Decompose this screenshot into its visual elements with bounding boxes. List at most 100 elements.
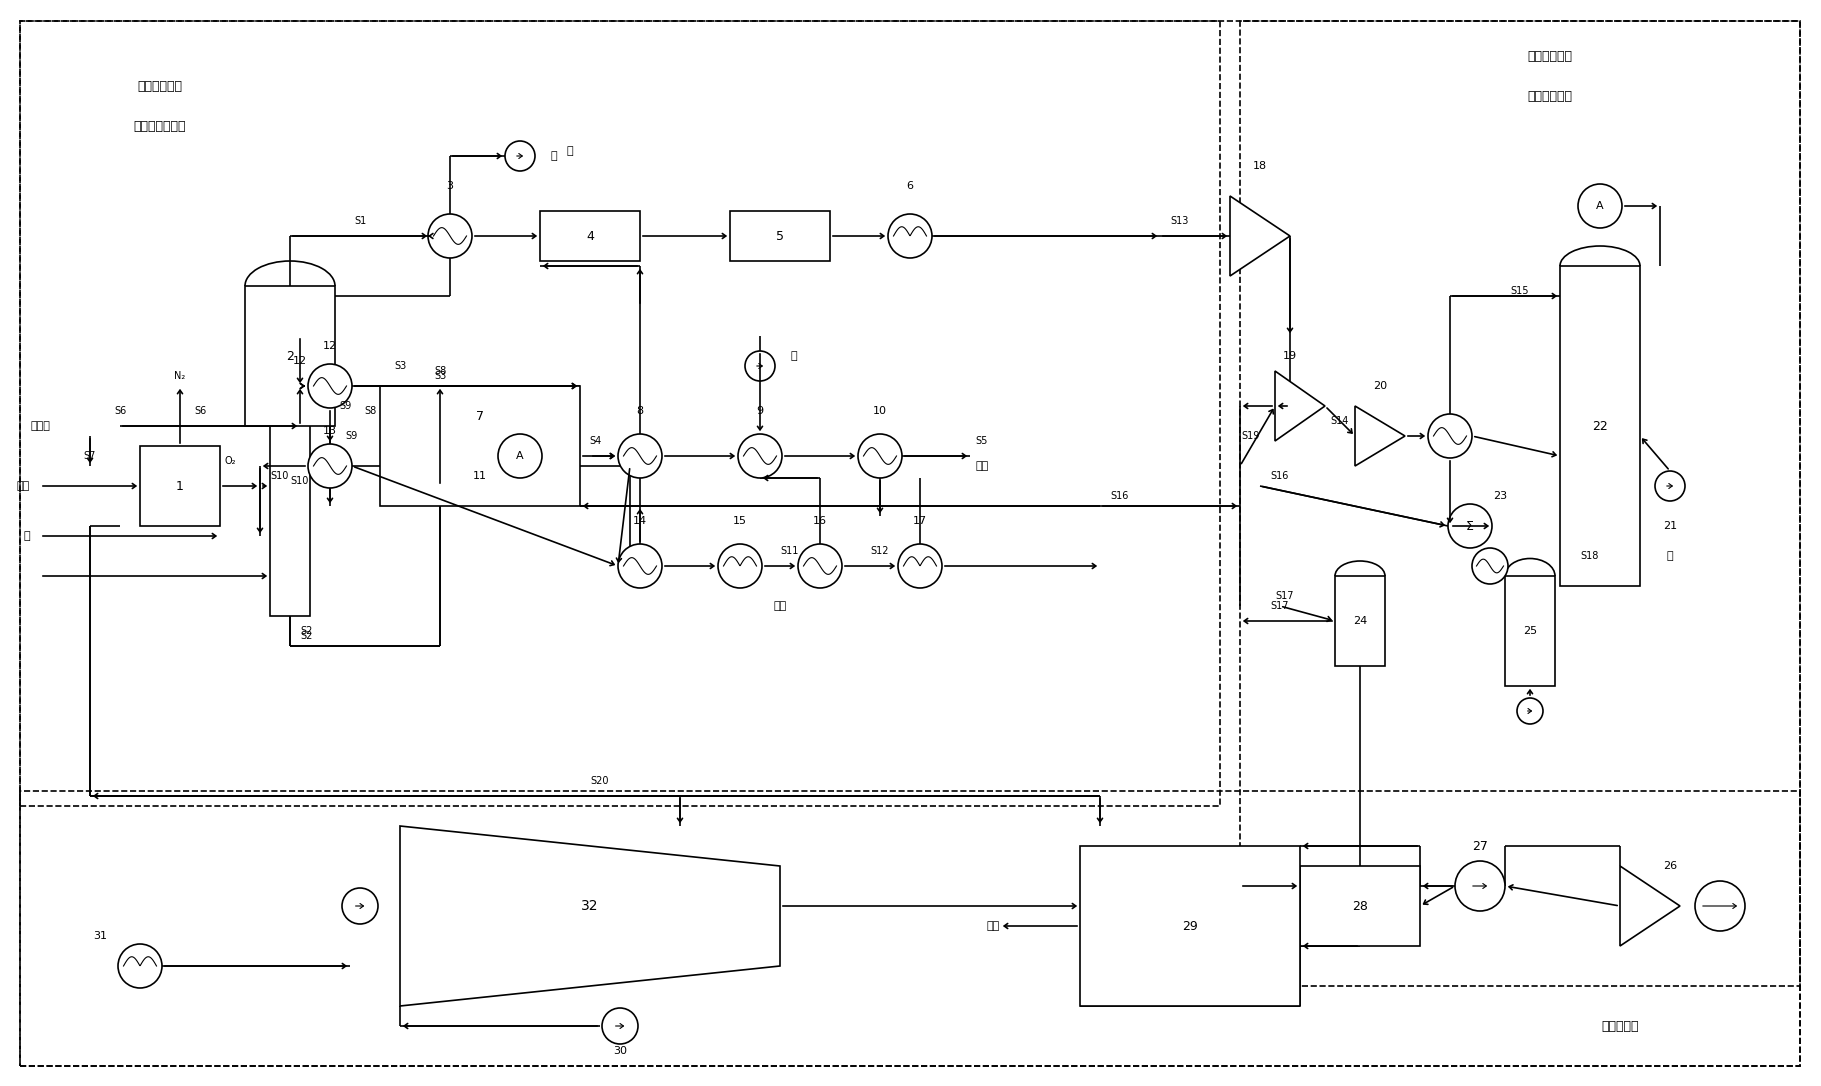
Text: 烟气: 烟气: [987, 921, 1000, 931]
Text: 煤: 煤: [24, 531, 29, 541]
Circle shape: [1655, 471, 1684, 501]
Text: 12: 12: [293, 356, 308, 366]
Text: O₂: O₂: [224, 456, 235, 466]
Circle shape: [717, 544, 761, 588]
Text: 29: 29: [1182, 920, 1198, 933]
Circle shape: [745, 351, 776, 381]
Text: S20: S20: [590, 776, 610, 786]
Circle shape: [617, 434, 663, 478]
Text: S8: S8: [364, 406, 377, 416]
Circle shape: [617, 544, 663, 588]
Text: 31: 31: [93, 931, 107, 940]
Text: 24: 24: [1353, 616, 1368, 626]
Text: 22: 22: [1592, 419, 1608, 432]
Bar: [1300, 866, 1420, 946]
Text: 2: 2: [286, 350, 293, 363]
Circle shape: [798, 544, 841, 588]
Text: 26: 26: [1663, 861, 1677, 871]
Text: S16: S16: [1271, 471, 1289, 481]
Text: 水: 水: [1666, 551, 1673, 561]
Circle shape: [1471, 548, 1508, 584]
Text: 32: 32: [581, 899, 599, 913]
Text: S17: S17: [1271, 601, 1289, 611]
Circle shape: [889, 214, 932, 258]
Text: 5: 5: [776, 229, 785, 242]
Bar: [20, 21, 1220, 806]
Text: 9: 9: [756, 406, 763, 416]
Text: S9: S9: [344, 431, 357, 441]
Circle shape: [858, 434, 901, 478]
Polygon shape: [401, 826, 779, 1006]
Text: S1: S1: [353, 216, 366, 226]
Text: S10: S10: [271, 471, 290, 481]
Bar: [1240, 21, 1799, 986]
Text: S17: S17: [1277, 591, 1295, 601]
Text: 天然气: 天然气: [29, 421, 49, 431]
Text: 水: 水: [550, 151, 557, 161]
Polygon shape: [1355, 406, 1406, 466]
Text: 4: 4: [586, 229, 594, 242]
Text: S7: S7: [84, 451, 97, 460]
Text: 16: 16: [812, 516, 827, 526]
Circle shape: [504, 141, 535, 171]
Text: 23: 23: [1493, 491, 1508, 501]
Bar: [1335, 576, 1386, 666]
Text: 合成气制备与: 合成气制备与: [138, 79, 182, 92]
Text: S6: S6: [115, 406, 126, 416]
Text: 17: 17: [912, 516, 927, 526]
Circle shape: [603, 1008, 637, 1044]
Text: S3: S3: [393, 361, 406, 371]
Text: 14: 14: [634, 516, 646, 526]
Bar: [541, 211, 639, 261]
Text: 11: 11: [473, 471, 486, 481]
Text: S2: S2: [300, 626, 313, 636]
Circle shape: [1695, 881, 1745, 931]
Bar: [140, 446, 220, 526]
Circle shape: [308, 364, 351, 408]
Circle shape: [1448, 504, 1491, 548]
Text: 6: 6: [907, 181, 914, 191]
Text: 与精制子系统: 与精制子系统: [1528, 89, 1573, 102]
Text: S3: S3: [433, 371, 446, 381]
Text: S18: S18: [1581, 551, 1599, 561]
Text: 13: 13: [322, 426, 337, 435]
Text: 10: 10: [872, 406, 887, 416]
Bar: [730, 211, 830, 261]
Circle shape: [428, 214, 472, 258]
Text: 20: 20: [1373, 381, 1388, 391]
Text: S11: S11: [781, 546, 799, 556]
Text: 18: 18: [1253, 161, 1267, 171]
Circle shape: [1579, 184, 1623, 228]
Text: 28: 28: [1351, 899, 1368, 912]
Text: S5: S5: [974, 435, 987, 446]
Text: 12: 12: [322, 341, 337, 351]
Text: Σ: Σ: [1466, 519, 1473, 532]
Text: S9: S9: [339, 401, 351, 411]
Bar: [390, 451, 570, 501]
Circle shape: [1517, 698, 1542, 724]
Text: 21: 21: [1663, 521, 1677, 531]
Text: 15: 15: [734, 516, 747, 526]
Text: S13: S13: [1171, 216, 1189, 226]
Bar: [1080, 846, 1300, 1006]
Bar: [246, 286, 335, 426]
Text: 19: 19: [1284, 351, 1297, 361]
Text: 3: 3: [446, 181, 453, 191]
Bar: [270, 396, 310, 616]
Text: S10: S10: [291, 476, 310, 487]
Text: 空气: 空气: [16, 481, 29, 491]
Circle shape: [497, 434, 543, 478]
Text: 化工产品合成: 化工产品合成: [1528, 50, 1573, 63]
Circle shape: [308, 444, 351, 488]
Text: S6: S6: [193, 406, 206, 416]
Polygon shape: [1621, 866, 1681, 946]
Circle shape: [342, 888, 379, 924]
Bar: [1504, 576, 1555, 686]
Bar: [381, 386, 581, 506]
Text: S2: S2: [300, 631, 313, 641]
Text: S15: S15: [1511, 286, 1530, 296]
Text: S16: S16: [1111, 491, 1129, 501]
Circle shape: [118, 944, 162, 988]
Circle shape: [1455, 861, 1504, 911]
Text: 7: 7: [475, 409, 484, 422]
